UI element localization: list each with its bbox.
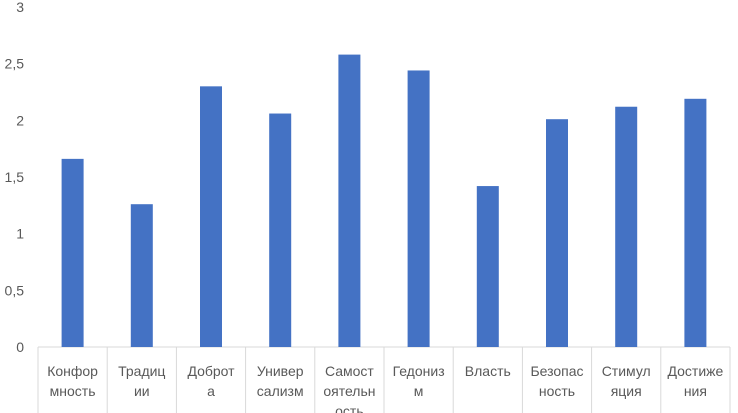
y-tick-label: 0 (16, 339, 24, 355)
x-category-label: Безопас ность (530, 363, 583, 399)
x-category-label: Самост оятельн ость (323, 363, 375, 413)
bar (130, 204, 153, 347)
category-dividers (37, 347, 731, 413)
x-category-label-line: Власть (465, 363, 511, 379)
x-category-label-line: Доброт (187, 363, 235, 379)
y-tick-label: 3 (16, 0, 24, 15)
bar (407, 70, 430, 347)
x-category-label: Гедониз м (393, 363, 445, 399)
x-category-label-line: Традиц (118, 363, 165, 379)
y-tick-label: 1,5 (5, 169, 25, 185)
x-category-label-line: ость (335, 403, 364, 413)
bar (61, 158, 84, 347)
x-category-label-line: оятельн (323, 383, 375, 399)
y-axis-tick-labels: 0 0,5 1 1,5 2 2,5 3 (5, 0, 25, 355)
y-tick-label: 2,5 (5, 56, 25, 72)
x-category-label-line: м (414, 383, 424, 399)
x-category-label-line: Безопас (530, 363, 583, 379)
x-category-label-line: Универ (257, 363, 304, 379)
x-category-label-line: Гедониз (393, 363, 445, 379)
y-tick-label: 0,5 (5, 282, 25, 298)
bars (61, 54, 707, 348)
x-category-label-line: ния (684, 383, 707, 399)
bar (269, 113, 292, 348)
y-tick-label: 2 (16, 112, 24, 128)
x-category-label-line: ии (134, 383, 150, 399)
x-category-label-line: сализм (257, 383, 304, 399)
bar (615, 106, 638, 347)
x-category-label-line: Самост (325, 363, 374, 379)
bar (684, 98, 707, 347)
x-category-label-line: а (207, 383, 215, 399)
x-category-label-line: Конфор (47, 363, 98, 379)
x-category-label-line: ность (539, 383, 575, 399)
x-category-label: Универ сализм (257, 363, 304, 399)
x-category-label: Традиц ии (118, 363, 165, 399)
bar (200, 86, 222, 347)
x-category-label: Власть (465, 363, 511, 379)
x-category-label: Достиже ния (667, 363, 723, 399)
x-category-label-line: Стимул (602, 363, 651, 379)
x-category-label-line: Достиже (667, 363, 723, 379)
bar (546, 119, 568, 347)
x-category-label: Доброт а (187, 363, 235, 399)
x-category-label: Стимул яция (602, 363, 651, 399)
x-category-label: Конфор мность (47, 363, 98, 399)
y-tick-label: 1 (16, 226, 24, 242)
x-category-label-line: мность (50, 383, 96, 399)
bar (338, 54, 361, 347)
bar (476, 186, 499, 347)
x-category-label-line: яция (611, 383, 642, 399)
